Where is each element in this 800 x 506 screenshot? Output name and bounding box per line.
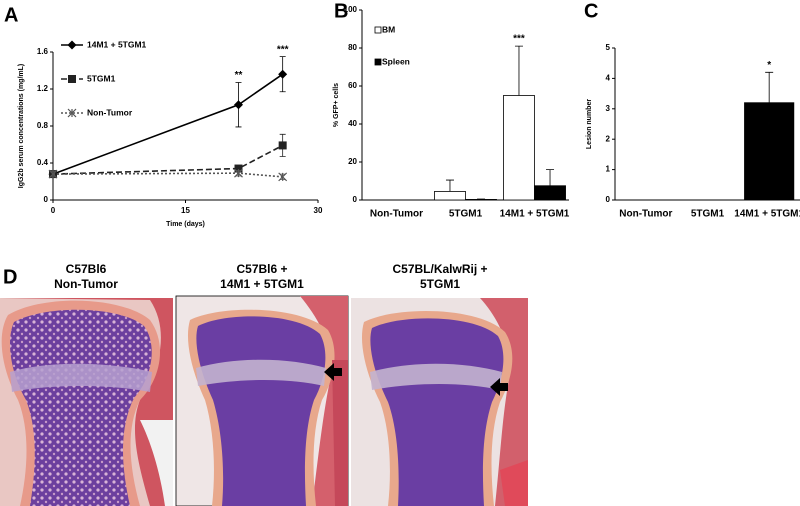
y-axis-label: Lesion number: [586, 99, 593, 149]
image-label: 5TGM1: [420, 277, 460, 291]
y-tick-label: 0: [353, 195, 358, 204]
x-axis-label: Time (days): [166, 221, 205, 228]
error-bar: [546, 169, 555, 186]
y-tick-label: 3: [606, 104, 611, 113]
annotation: *: [767, 60, 771, 71]
x-tick-label: 0: [51, 206, 56, 215]
image-label: Non-Tumor: [54, 277, 118, 291]
annotation: **: [235, 70, 243, 81]
error-bar: [765, 71, 774, 103]
bar: [503, 95, 535, 201]
y-axis-label: % GFP+ cells: [333, 83, 340, 127]
legend-label: Non-Tumor: [87, 107, 133, 117]
image-label: C57BL/KalwRij +: [392, 262, 487, 276]
y-tick-label: 40: [348, 119, 357, 128]
series-line: [52, 172, 283, 178]
legend-marker: [67, 108, 77, 118]
y-tick-label: 4: [606, 74, 611, 83]
legend-swatch: [374, 26, 382, 34]
marker: [234, 100, 243, 110]
histology-image: [0, 298, 173, 506]
y-tick-label: 1: [606, 165, 611, 174]
x-tick-label: 15: [181, 206, 190, 215]
x-tick-label: Non-Tumor: [619, 209, 672, 220]
y-tick-label: 5: [606, 43, 611, 52]
x-tick-label: 5TGM1: [691, 209, 725, 220]
panel-letter: B: [334, 0, 348, 22]
bar: [465, 199, 497, 201]
y-tick-label: 2: [606, 134, 611, 143]
y-tick-label: 100: [344, 5, 358, 14]
y-tick-label: 0.8: [37, 121, 49, 130]
y-tick-label: 0: [44, 195, 49, 204]
panel-letter: D: [3, 266, 17, 288]
y-tick-label: 60: [348, 81, 357, 90]
y-tick-label: 0.4: [37, 158, 49, 167]
annotation: ***: [513, 34, 525, 45]
x-tick-label: Non-Tumor: [370, 209, 423, 220]
y-tick-label: 80: [348, 43, 357, 52]
series-line: [52, 144, 284, 175]
legend-label: Spleen: [382, 56, 410, 66]
marker: [234, 164, 243, 173]
marker: [48, 169, 58, 179]
x-tick-label: 30: [314, 206, 323, 215]
y-axis-label: IgG2b serum concentrations (mg/mL): [18, 64, 25, 188]
marker: [278, 69, 288, 79]
legend-label: 14M1 + 5TGM1: [87, 39, 147, 49]
error-bar: [514, 45, 523, 96]
arrow: [324, 363, 342, 381]
marker: [234, 168, 243, 178]
bar: [534, 185, 566, 201]
y-tick-label: 0: [606, 195, 611, 204]
image-label: C57Bl6 +: [236, 262, 287, 276]
bar: [744, 102, 795, 201]
legend-marker: [68, 75, 76, 83]
image-label: 14M1 + 5TGM1: [220, 277, 304, 291]
panel-letter: C: [584, 0, 598, 22]
arrow: [490, 378, 508, 396]
x-tick-label: 14M1 + 5TGM1: [500, 209, 570, 220]
x-tick-label: 5TGM1: [449, 209, 483, 220]
legend-label: 5TGM1: [87, 73, 116, 83]
annotation: ***: [277, 44, 289, 55]
bar: [434, 191, 466, 201]
marker: [278, 172, 288, 182]
error-bar: [445, 179, 454, 192]
image-label: C57Bl6: [66, 262, 107, 276]
histology-image: [351, 298, 528, 506]
legend-swatch: [374, 58, 382, 66]
marker: [278, 141, 287, 150]
histology-image: [175, 295, 349, 506]
x-tick-label: 14M1 + 5TGM1: [734, 209, 800, 220]
y-tick-label: 1.2: [37, 84, 49, 93]
legend-marker: [67, 40, 77, 50]
y-tick-label: 20: [348, 157, 357, 166]
panel-letter: A: [4, 4, 18, 26]
legend-label: BM: [382, 24, 395, 34]
y-tick-label: 1.6: [37, 47, 49, 56]
series-line: [52, 73, 284, 175]
